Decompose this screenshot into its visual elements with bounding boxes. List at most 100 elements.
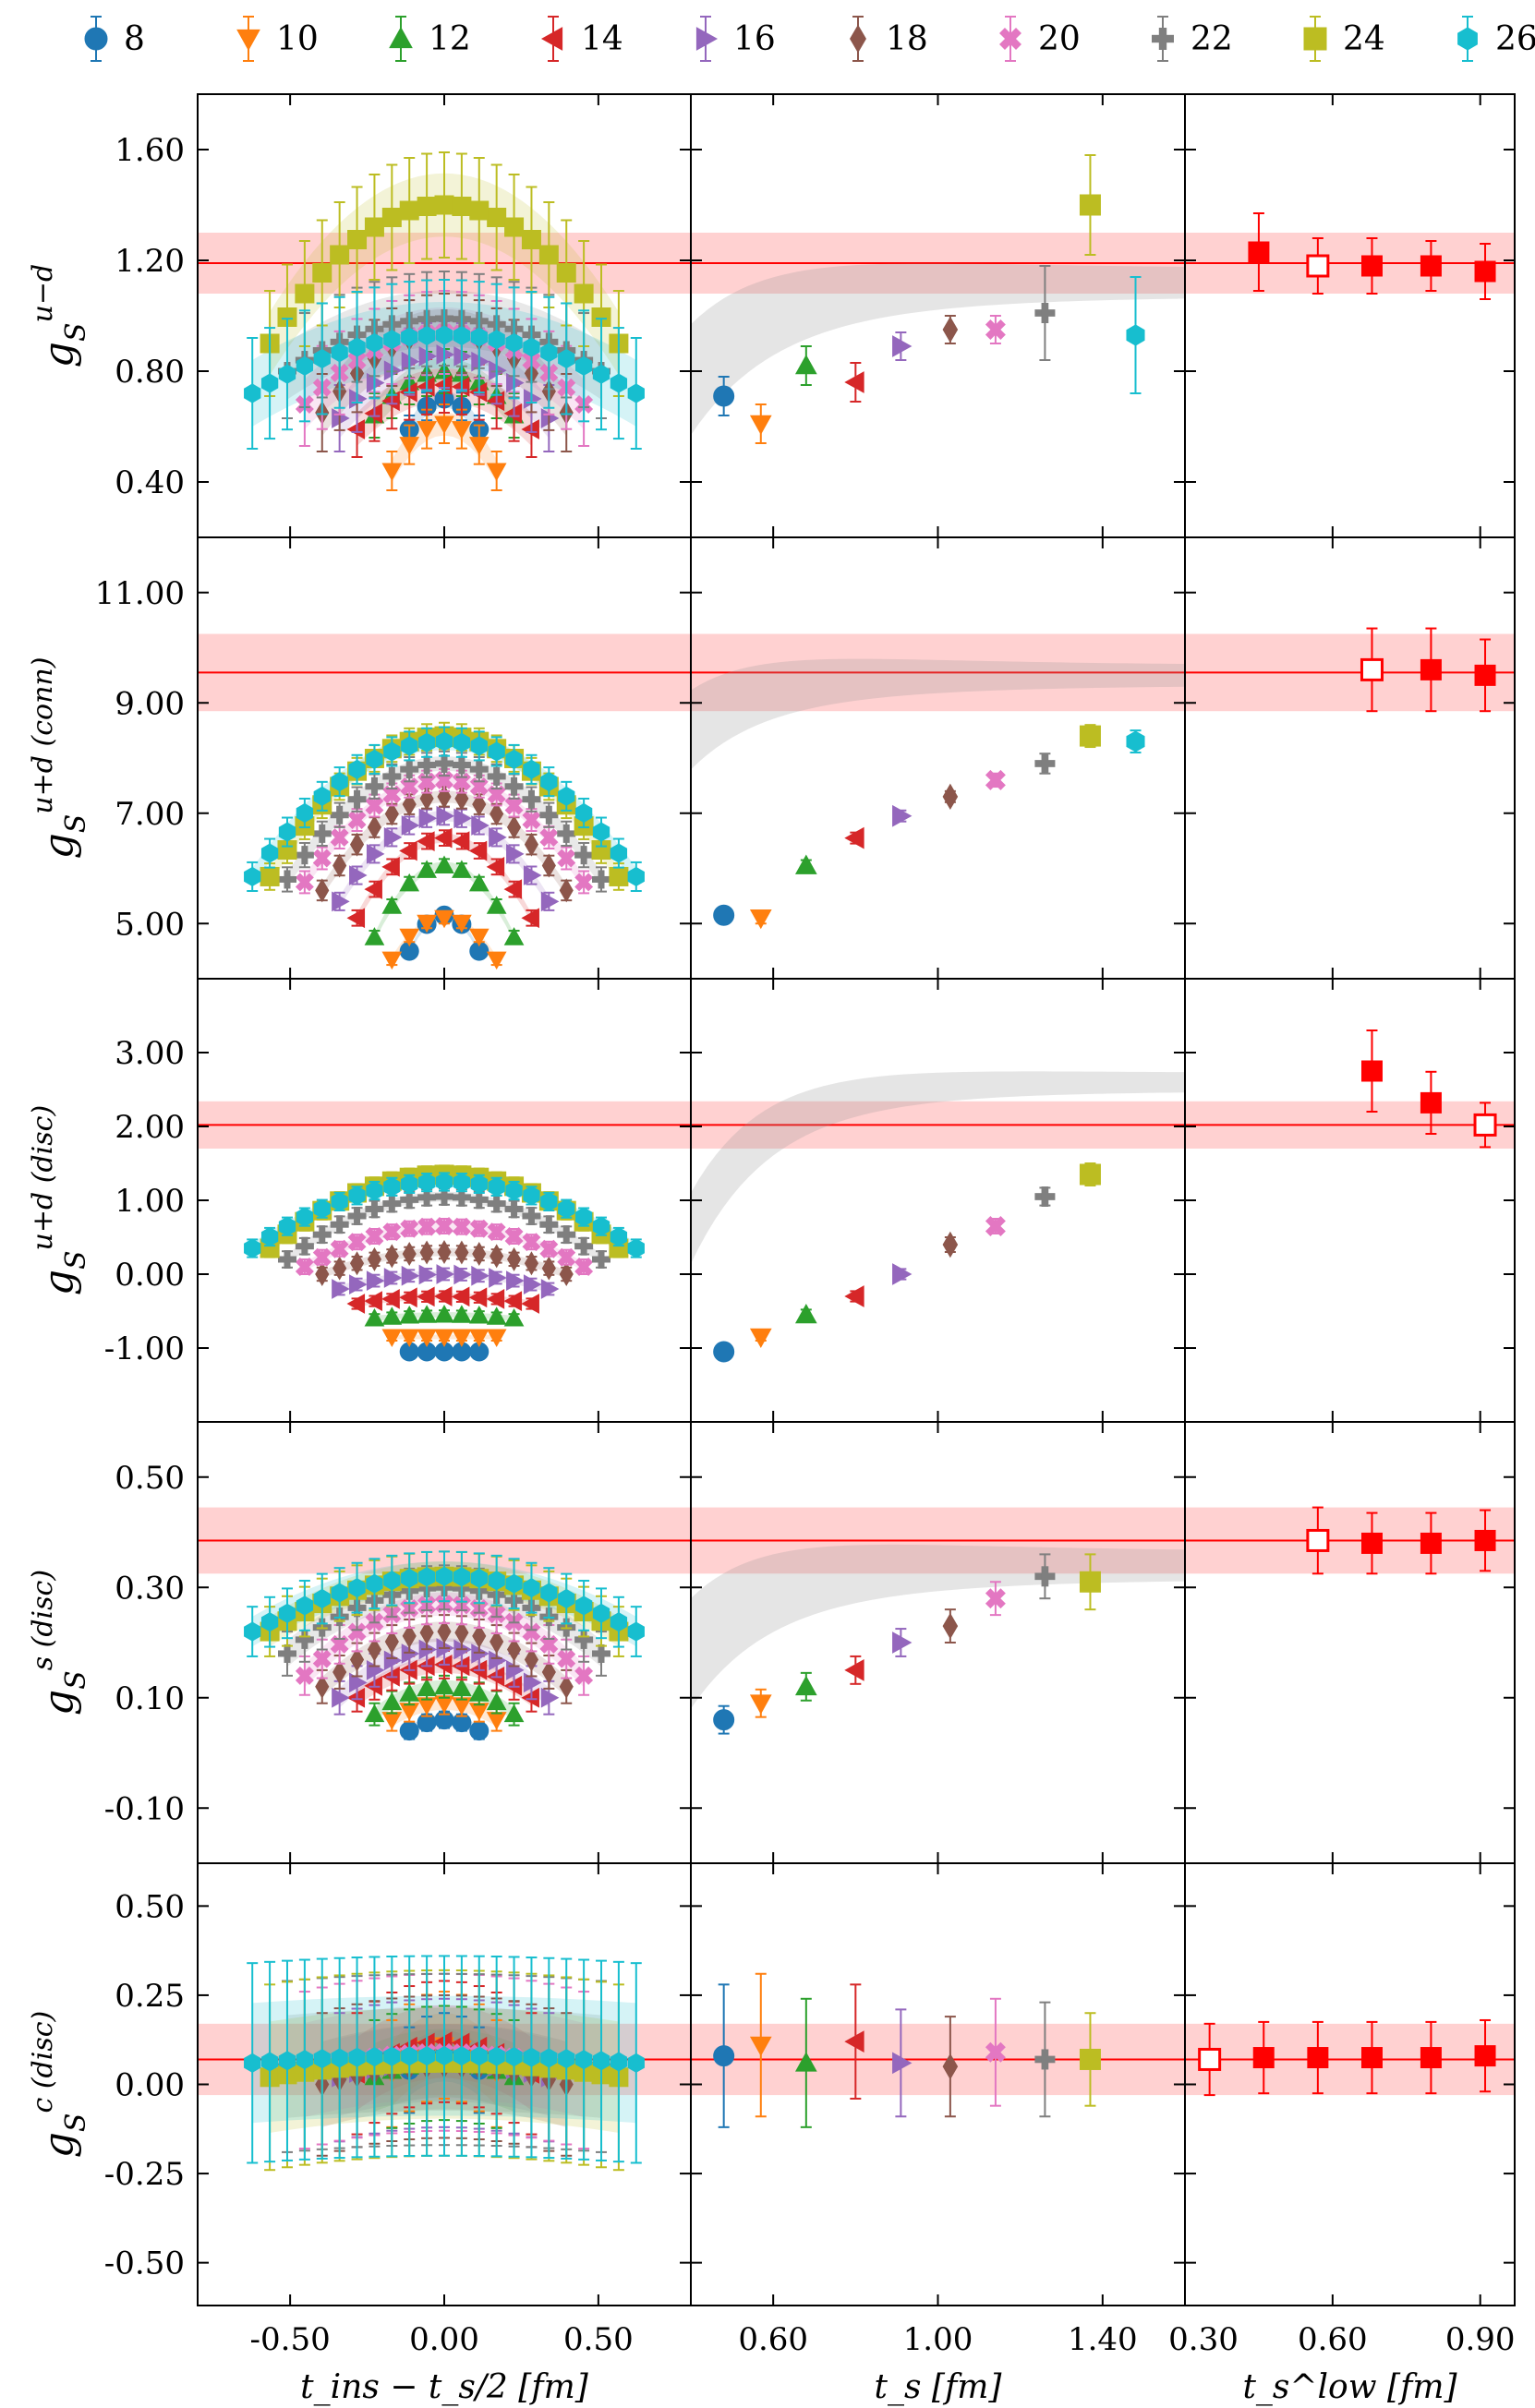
ratio-marker: [523, 759, 540, 779]
ratio-marker: [381, 1306, 403, 1325]
ratio-point: [469, 1721, 490, 1741]
legend-marker: [1457, 27, 1478, 51]
ratio-marker: [417, 732, 436, 752]
ratio-point: [574, 309, 593, 423]
tlow-point: [1420, 240, 1442, 292]
plus-bar-v: [598, 870, 605, 889]
ratio-marker: [399, 840, 417, 861]
ts-marker: [985, 1588, 1006, 1609]
ratio-marker: [503, 1704, 525, 1723]
plus-bar-v: [562, 824, 570, 843]
ts-point: [794, 854, 817, 874]
ratio-marker: [558, 786, 575, 806]
ratio-point: [435, 1550, 453, 1603]
ratio-point: [539, 825, 559, 850]
ratio-marker: [349, 1274, 368, 1294]
ratio-marker: [402, 792, 417, 817]
ts-points: [713, 1553, 1101, 1735]
ratio-point: [435, 1217, 453, 1235]
plus-bar-v: [598, 1643, 605, 1663]
ts-marker: [844, 826, 864, 849]
panel: [690, 93, 1186, 538]
ratio-point: [381, 856, 400, 877]
ratio-point: [312, 1247, 332, 1267]
ratio-point: [506, 1246, 522, 1271]
ratio-point: [364, 1291, 382, 1311]
ratio-marker: [592, 1216, 610, 1236]
ratio-point: [313, 780, 331, 812]
panel: [1184, 1421, 1516, 1864]
ratio-point: [331, 766, 348, 798]
tlow-point: [1474, 243, 1496, 300]
x-bar-2: [295, 1666, 314, 1685]
ratio-marker: [349, 1672, 368, 1693]
ratio-point: [313, 302, 331, 415]
ratio-point: [399, 1721, 419, 1741]
ratio-point: [557, 820, 576, 848]
plot-area: [1185, 627, 1515, 713]
ratio-marker: [277, 1250, 296, 1269]
ratio-point: [417, 152, 437, 260]
ratio-point: [348, 753, 366, 785]
ratio-marker: [332, 853, 347, 878]
fit-band: [321, 1247, 567, 1279]
legend-label: 12: [429, 20, 471, 58]
plus-bar-v: [301, 1236, 308, 1256]
ratio-point: [366, 844, 385, 864]
ratio-point: [365, 1227, 384, 1246]
ratio-marker: [399, 873, 420, 892]
plus-bar-v: [423, 755, 430, 775]
ratio-marker: [401, 327, 418, 347]
ratio-marker: [330, 1239, 349, 1258]
ratio-point: [332, 1279, 350, 1299]
ratio-point: [541, 853, 556, 878]
ratio-point: [399, 941, 419, 961]
ratio-point: [382, 1222, 402, 1242]
ratio-point: [244, 861, 261, 892]
ratio-marker: [332, 1279, 350, 1299]
ratio-point: [417, 1305, 437, 1323]
ratio-marker: [558, 1588, 575, 1609]
ratio-marker: [435, 1566, 453, 1586]
ratio-point: [399, 840, 417, 861]
ratio-point: [364, 174, 384, 281]
ratio-marker: [331, 1191, 348, 1211]
ratio-point: [574, 870, 594, 895]
plus-bar-v: [441, 1187, 448, 1206]
ratio-marker: [540, 1191, 558, 1211]
ratio-point: [574, 797, 593, 829]
ratio-marker: [523, 337, 540, 357]
ratio-point: [540, 891, 560, 912]
ratio-marker: [592, 1250, 611, 1269]
ratio-marker: [400, 760, 419, 779]
ts-point: [1034, 752, 1056, 775]
ratio-marker: [296, 1207, 314, 1227]
ratio-marker: [348, 337, 366, 357]
ts-marker: [749, 909, 772, 930]
ratio-point: [399, 928, 420, 947]
ratio-point: [381, 896, 403, 914]
ratio-point: [347, 1206, 367, 1225]
ratio-marker: [366, 1270, 385, 1291]
ratio-point: [349, 1274, 368, 1294]
ratio-point: [435, 726, 453, 757]
ratio-marker: [366, 1180, 383, 1201]
ratio-marker: [418, 1264, 438, 1285]
ratio-point: [627, 1606, 645, 1657]
ratio-point: [383, 1176, 401, 1197]
ratio-point: [244, 337, 261, 450]
ratio-marker: [364, 217, 384, 237]
ratio-point: [559, 1262, 574, 1286]
ratio-marker: [486, 856, 505, 877]
plus-bar-v: [405, 1190, 413, 1210]
ratio-point: [331, 1567, 348, 1619]
x-bar-2: [985, 1216, 1006, 1236]
ratio-marker: [366, 1573, 383, 1594]
ratio-point: [610, 1226, 628, 1247]
ratio-point: [504, 1227, 524, 1246]
plus-bar-v: [405, 760, 413, 779]
ts-point: [942, 1231, 959, 1258]
ratio-marker: [381, 951, 403, 970]
ratio-marker: [592, 822, 610, 842]
ratio-marker: [381, 1692, 403, 1711]
